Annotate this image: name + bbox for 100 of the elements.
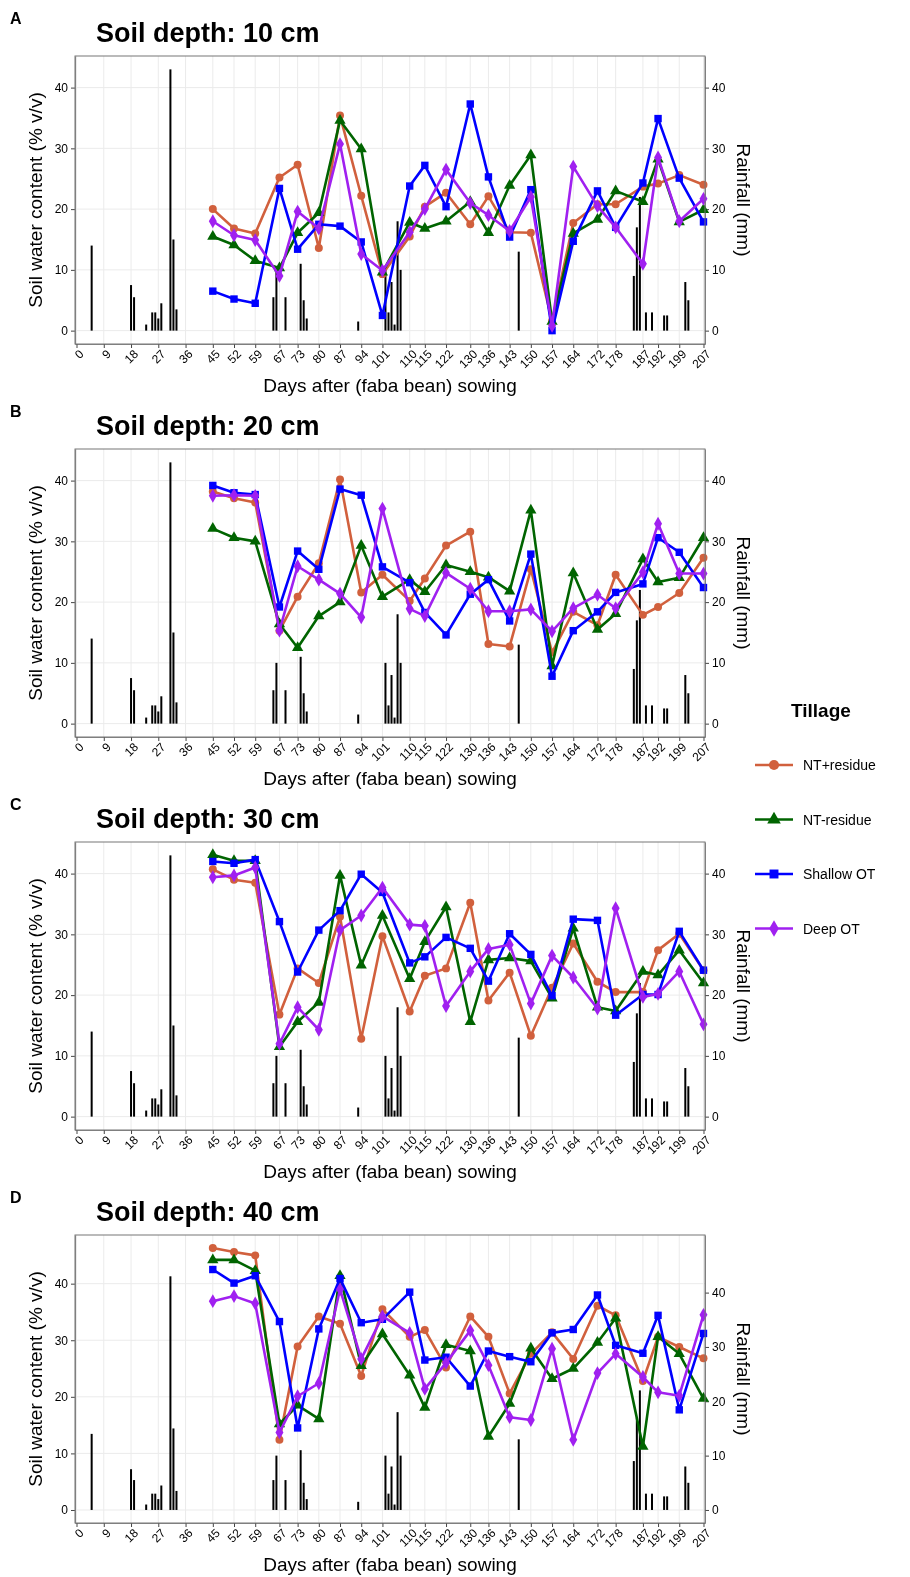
chart-title: Soil depth: 10 cm: [96, 18, 320, 48]
x-axis-title: Days after (faba bean) sowing: [263, 1161, 517, 1182]
y-tick-label: 40: [54, 866, 69, 881]
y2-tick-label: 10: [712, 263, 726, 278]
text: C: [10, 796, 22, 813]
y-tick-label: 0: [61, 716, 69, 731]
x-tick-label: 199: [665, 346, 690, 372]
y2-tick-label: 40: [712, 1285, 726, 1300]
legend-title: Tillage: [791, 700, 851, 721]
x-tick-label: 27: [149, 1132, 169, 1153]
y2-tick-label: 0: [712, 1109, 719, 1124]
y2-tick-label: 10: [712, 1448, 726, 1463]
y-tick-label: 10: [54, 656, 69, 671]
legend-label: NT+residue: [803, 757, 876, 773]
x-axis-title: Days after (faba bean) sowing: [263, 768, 517, 789]
x-tick-label: 122: [432, 1132, 457, 1158]
x-tick-label: 80: [309, 739, 330, 760]
y2-tick-label: 0: [712, 1503, 719, 1518]
x-tick-label: 80: [309, 1525, 330, 1546]
x-tick-label: 87: [330, 739, 351, 760]
x-tick-label: 122: [432, 1525, 457, 1551]
x-tick-label: 122: [432, 346, 457, 372]
y-axis-title: Soil water content (% v/v): [25, 485, 46, 701]
y2-axis-title: Rainfall (mm): [733, 1322, 754, 1436]
x-tick-label: 9: [99, 739, 115, 755]
y-tick-label: 20: [54, 202, 69, 217]
x-tick-label: 18: [121, 1132, 142, 1153]
y2-tick-label: 10: [712, 656, 726, 671]
x-tick-label: 73: [288, 1132, 308, 1153]
y2-tick-label: 30: [712, 927, 726, 942]
text: A: [10, 10, 22, 27]
x-axis-title: Days after (faba bean) sowing: [263, 375, 517, 396]
y2-axis-title: Rainfall (mm): [733, 536, 754, 650]
y-tick-label: 10: [54, 1049, 69, 1064]
x-tick-label: 36: [176, 346, 196, 367]
x-tick-label: 59: [245, 1132, 266, 1153]
y2-tick-label: 40: [712, 473, 726, 488]
x-tick-label: 67: [270, 346, 290, 367]
x-tick-label: 0: [72, 346, 87, 362]
x-tick-label: 67: [270, 739, 290, 760]
y2-tick-label: 20: [712, 1394, 726, 1409]
x-tick-label: 87: [330, 1525, 351, 1546]
x-tick-label: 0: [72, 1525, 87, 1541]
chart-title: Soil depth: 20 cm: [96, 411, 320, 441]
y-tick-label: 0: [61, 323, 69, 338]
y-tick-label: 10: [54, 1446, 69, 1461]
x-tick-label: 207: [689, 346, 714, 372]
text: B: [10, 403, 22, 420]
y2-tick-label: 10: [712, 1049, 726, 1064]
y2-tick-label: 30: [712, 1340, 726, 1355]
x-tick-label: 87: [330, 1132, 351, 1153]
x-tick-label: 207: [689, 1525, 714, 1551]
x-tick-label: 36: [176, 1132, 196, 1153]
y2-tick-label: 30: [712, 534, 726, 549]
x-tick-label: 9: [99, 1525, 115, 1541]
y2-tick-label: 40: [712, 866, 726, 881]
y2-tick-label: 30: [712, 141, 726, 156]
x-tick-label: 45: [203, 1525, 224, 1546]
x-tick-label: 18: [121, 1525, 142, 1546]
y-tick-label: 20: [54, 595, 69, 610]
x-tick-label: 45: [203, 346, 224, 367]
y-tick-label: 20: [54, 1390, 69, 1405]
y-tick-label: 0: [61, 1109, 69, 1124]
x-tick-label: 73: [288, 346, 308, 367]
x-tick-label: 207: [689, 1132, 714, 1158]
x-tick-label: 67: [270, 1525, 290, 1546]
y-tick-label: 40: [54, 1277, 69, 1291]
x-tick-label: 199: [665, 1525, 690, 1551]
text: D: [10, 1189, 22, 1206]
x-tick-label: 45: [203, 739, 224, 760]
x-tick-label: 27: [149, 1525, 169, 1546]
y-tick-label: 30: [54, 534, 69, 549]
x-tick-label: 73: [288, 1525, 308, 1546]
chart-title: Soil depth: 30 cm: [96, 804, 320, 834]
x-tick-label: 207: [689, 739, 714, 765]
x-tick-label: 9: [99, 346, 115, 362]
y2-tick-label: 0: [712, 716, 719, 731]
chart-title: Soil depth: 40 cm: [96, 1197, 320, 1227]
y-tick-label: 40: [54, 473, 69, 488]
y2-tick-label: 40: [712, 80, 726, 95]
y2-axis-title: Rainfall (mm): [733, 143, 754, 257]
x-tick-label: 67: [270, 1132, 290, 1153]
y-tick-label: 0: [61, 1503, 69, 1518]
x-tick-label: 18: [121, 346, 142, 367]
x-tick-label: 45: [203, 1132, 224, 1153]
legend-label: Shallow OT: [803, 866, 876, 882]
y2-tick-label: 20: [712, 202, 726, 217]
x-tick-label: 59: [245, 1525, 266, 1546]
x-tick-label: 52: [224, 346, 245, 367]
x-tick-label: 59: [245, 346, 266, 367]
x-tick-label: 27: [149, 739, 169, 760]
y2-tick-label: 0: [712, 323, 719, 338]
x-tick-label: 36: [176, 1525, 196, 1546]
y-tick-label: 10: [54, 263, 69, 278]
x-tick-label: 73: [288, 739, 308, 760]
y-axis-title: Soil water content (% v/v): [25, 1271, 46, 1487]
y2-axis-title: Rainfall (mm): [733, 929, 754, 1043]
x-tick-label: 18: [121, 739, 142, 760]
x-axis-title: Days after (faba bean) sowing: [263, 1554, 517, 1575]
x-tick-label: 199: [665, 739, 690, 765]
